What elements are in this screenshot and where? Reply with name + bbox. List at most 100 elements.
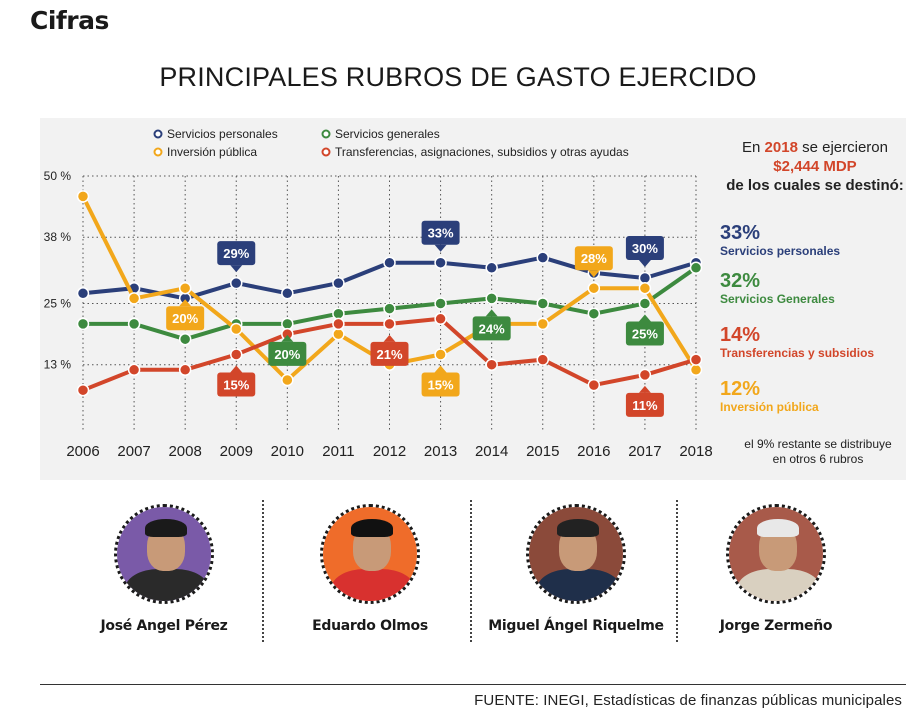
data-callout: 20% — [268, 334, 307, 366]
data-point — [127, 363, 141, 377]
stat-inversion-publica: 12% Inversión pública — [720, 378, 819, 414]
source-note: FUENTE: INEGI, Estadísticas de finanzas … — [474, 692, 902, 709]
callout-label: 24% — [479, 321, 505, 336]
summary-amount: $2,444 MDP — [773, 158, 857, 175]
x-tick-label: 2006 — [66, 443, 99, 460]
y-tick-label: 13 % — [44, 358, 72, 372]
callout-pointer — [587, 270, 600, 278]
callout-pointer — [230, 265, 243, 273]
callout-pointer — [434, 365, 447, 373]
person-name: Miguel Ángel Riquelme — [488, 618, 664, 634]
person-photo — [726, 504, 826, 604]
callout-box — [217, 372, 256, 397]
legend-marker — [321, 129, 331, 139]
data-point — [383, 302, 396, 315]
chart-title: PRINCIPALES RUBROS DE GASTO EJERCIDO — [159, 62, 757, 92]
legend-item: Servicios personales — [153, 127, 278, 141]
data-point — [485, 358, 498, 371]
callout-label: 30% — [632, 241, 658, 256]
data-point — [127, 292, 141, 305]
data-point — [434, 348, 447, 361]
x-tick-label: 2012 — [373, 443, 406, 460]
stat-label: Inversión pública — [720, 400, 819, 414]
legend-marker — [153, 147, 163, 157]
data-callout: 15% — [217, 365, 256, 397]
line-chart: 2006 2007 2008 2009 2010 2011 2012 2013 2014 2015… — [44, 127, 713, 460]
data-point — [434, 256, 447, 269]
data-point — [178, 281, 192, 295]
legend-marker — [153, 129, 163, 139]
callout-box — [472, 316, 511, 341]
stat-transferencias: 14% Transferencias y subsidios — [720, 324, 874, 360]
person-photo — [526, 504, 626, 604]
data-point — [587, 281, 601, 295]
people-row: José Angel Pérez Eduardo Olmos Miguel Án… — [40, 500, 906, 650]
data-point — [332, 317, 345, 331]
stat-label: Servicios personales — [720, 244, 841, 258]
x-tick-label: 2018 — [679, 443, 712, 460]
data-callout: 11% — [625, 385, 664, 417]
rest-note: el 9% restante se distribuye en otros 6 … — [728, 437, 908, 467]
data-point — [587, 378, 601, 392]
callout-box — [574, 246, 613, 271]
data-callout: 21% — [370, 334, 409, 366]
callout-label: 29% — [223, 246, 249, 261]
summary-year: 2018 — [764, 139, 798, 156]
data-point — [689, 261, 703, 275]
x-tick-label: 2008 — [168, 443, 201, 460]
data-point — [332, 276, 345, 290]
callout-label: 20% — [172, 311, 198, 326]
data-callout: 20% — [166, 299, 205, 331]
data-point — [587, 307, 601, 320]
callout-box — [625, 392, 664, 417]
data-point — [230, 322, 243, 336]
chart-panel: 2006 2007 2008 2009 2010 2011 2012 2013 2014 2015… — [40, 118, 906, 480]
legend-item: Transferencias, asignaciones, subsidios … — [321, 145, 629, 159]
data-point — [281, 373, 294, 387]
data-point — [76, 287, 90, 300]
summary-prefix: En — [742, 139, 761, 156]
divider — [262, 500, 264, 642]
legend-marker — [321, 147, 331, 157]
data-point — [536, 297, 549, 310]
callout-box — [625, 236, 664, 260]
callout-pointer — [383, 334, 396, 342]
callout-label: 11% — [632, 398, 658, 413]
y-tick-label: 25 % — [44, 297, 72, 311]
data-point — [638, 281, 652, 295]
data-point — [689, 353, 703, 366]
callout-pointer — [230, 365, 243, 373]
data-point — [230, 348, 243, 361]
stat-label: Transferencias y subsidios — [720, 346, 875, 360]
x-tick-label: 2017 — [628, 443, 661, 460]
callout-pointer — [485, 309, 498, 317]
person-photo — [114, 504, 214, 604]
summary-suffix: se ejercieron — [802, 139, 888, 156]
divider — [676, 500, 678, 642]
data-point — [230, 276, 243, 290]
callout-box — [625, 321, 664, 346]
legend-label: Servicios personales — [167, 127, 278, 141]
person-name: José Angel Pérez — [100, 618, 228, 634]
rest-note-line2: en otros 6 rubros — [772, 452, 864, 466]
bottom-rule — [40, 684, 906, 685]
callout-pointer — [179, 299, 192, 307]
data-callout: 33% — [421, 220, 460, 252]
data-point — [281, 287, 294, 300]
person-photo — [320, 504, 420, 604]
data-point — [178, 363, 192, 377]
callout-box — [421, 372, 460, 397]
data-point — [485, 292, 498, 305]
callout-pointer — [638, 314, 651, 322]
x-tick-label: 2015 — [526, 443, 559, 460]
data-point — [434, 312, 447, 326]
data-point — [76, 190, 90, 203]
callout-label: 28% — [581, 251, 607, 266]
data-point — [127, 317, 141, 331]
callout-box — [421, 220, 460, 245]
divider — [470, 500, 472, 642]
data-point — [178, 332, 192, 346]
data-point — [485, 261, 498, 275]
callout-label: 15% — [428, 378, 454, 393]
callout-box — [166, 306, 205, 331]
